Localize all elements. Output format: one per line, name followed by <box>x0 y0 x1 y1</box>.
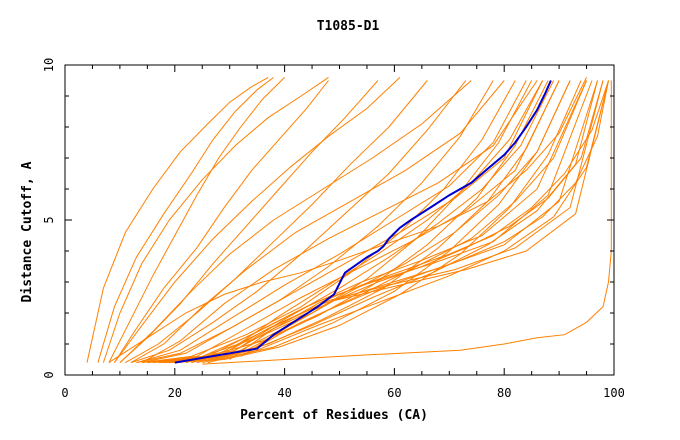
model-curve-14 <box>152 80 587 364</box>
model-curve-34 <box>108 77 587 364</box>
model-curve-19 <box>147 80 560 364</box>
tick-labels-layer: 0 20 40 60 80 100 0 5 10 <box>42 58 625 400</box>
highlighted-series-layer <box>174 80 552 364</box>
model-curve-21 <box>136 80 527 364</box>
model-curve-27 <box>207 80 609 364</box>
x-axis-label: Percent of Residues (CA) <box>240 408 428 423</box>
y-tick-label: 5 <box>42 216 56 223</box>
model-curve-24 <box>191 80 571 364</box>
y-tick-label: 10 <box>42 58 56 72</box>
model-curve-32 <box>102 76 329 363</box>
model-curve-20 <box>141 80 544 364</box>
y-axis-label: Distance Cutoff, A <box>20 161 35 302</box>
model-curve-15 <box>158 80 593 364</box>
model-curve-33 <box>113 77 401 363</box>
plot-frame <box>64 64 615 376</box>
model-curve-29 <box>119 80 472 363</box>
x-tick-label: 40 <box>277 386 291 400</box>
chart-title: T1085-D1 <box>317 19 380 34</box>
x-tick-label: 0 <box>61 386 68 400</box>
model-curve-30 <box>141 80 538 364</box>
x-tick-label: 20 <box>168 386 182 400</box>
model-curve-16 <box>163 80 598 364</box>
model-curve-1 <box>108 77 285 363</box>
model-curve-8 <box>141 80 516 364</box>
model-curve-7 <box>136 80 494 364</box>
model-curve-25 <box>196 80 587 364</box>
model-curve-37 <box>240 80 609 357</box>
highlighted-model-curve <box>174 80 552 364</box>
model-curve-28 <box>130 80 505 364</box>
x-tick-label: 100 <box>603 386 625 400</box>
model-curve-38 <box>245 80 604 354</box>
model-curve-5 <box>125 80 428 364</box>
model-curve-31 <box>86 76 269 363</box>
model-curve-36 <box>229 80 609 360</box>
series-layer <box>86 76 612 365</box>
x-tick-label: 80 <box>497 386 511 400</box>
model-curve-2 <box>97 77 274 363</box>
y-tick-label: 0 <box>42 371 56 378</box>
axes-layer <box>64 64 615 376</box>
model-curve-23 <box>185 80 555 364</box>
model-curve-22 <box>180 80 544 364</box>
model-curve-3 <box>113 80 329 363</box>
x-tick-label: 60 <box>387 386 401 400</box>
